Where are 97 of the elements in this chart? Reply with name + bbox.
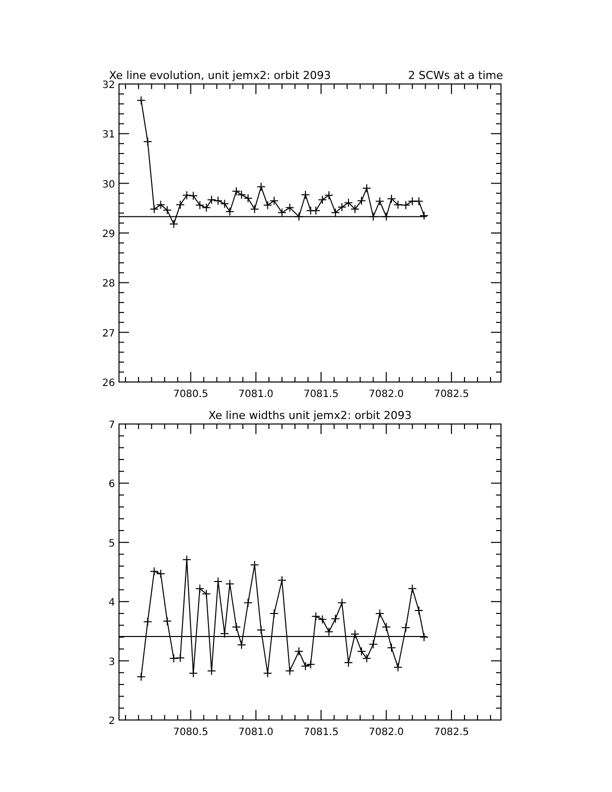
point bbox=[136, 96, 146, 105]
point bbox=[420, 211, 429, 220]
y-tick-label: 30 bbox=[102, 179, 115, 190]
point bbox=[401, 623, 410, 632]
point bbox=[357, 196, 366, 206]
point bbox=[414, 606, 424, 615]
point bbox=[220, 629, 230, 638]
point bbox=[311, 206, 320, 216]
point bbox=[408, 196, 417, 206]
point bbox=[270, 608, 279, 618]
point bbox=[350, 630, 360, 639]
point bbox=[169, 654, 178, 663]
point bbox=[277, 576, 286, 585]
point bbox=[277, 208, 286, 218]
chart-title: Xe line evolution, unit jemx2: orbit 2093 bbox=[109, 69, 331, 82]
point bbox=[263, 200, 272, 210]
y-tick-label: 27 bbox=[102, 328, 115, 340]
point bbox=[386, 643, 396, 652]
point bbox=[256, 182, 266, 192]
point bbox=[225, 207, 234, 216]
y-tick-label: 32 bbox=[102, 80, 115, 91]
point bbox=[324, 627, 334, 636]
x-tick-label: 7082.0 bbox=[368, 727, 404, 738]
y-tick-label: 28 bbox=[102, 278, 115, 290]
point bbox=[408, 584, 417, 594]
point bbox=[162, 616, 172, 626]
point bbox=[143, 137, 152, 146]
point bbox=[330, 208, 340, 218]
point bbox=[337, 598, 346, 608]
point bbox=[150, 566, 159, 576]
y-tick-label: 26 bbox=[102, 378, 115, 389]
point bbox=[306, 660, 316, 669]
point bbox=[250, 560, 260, 570]
point bbox=[394, 662, 403, 672]
point bbox=[382, 622, 391, 632]
y-tick-label: 5 bbox=[108, 538, 115, 550]
y-tick-label: 3 bbox=[108, 656, 115, 668]
point bbox=[207, 195, 216, 204]
point bbox=[244, 598, 253, 608]
x-tick-label: 7082.5 bbox=[434, 389, 469, 400]
y-tick-label: 2 bbox=[108, 716, 115, 727]
point bbox=[300, 190, 310, 200]
point bbox=[256, 626, 266, 635]
point bbox=[350, 204, 360, 214]
point bbox=[270, 196, 279, 206]
point bbox=[232, 622, 241, 632]
point bbox=[420, 632, 429, 642]
point bbox=[375, 196, 384, 206]
y-tick-label: 6 bbox=[108, 479, 115, 490]
point bbox=[386, 194, 396, 204]
point bbox=[156, 569, 166, 578]
point bbox=[368, 640, 378, 649]
x-tick-label: 7081.5 bbox=[304, 727, 339, 738]
x-tick-label: 7081.5 bbox=[304, 389, 339, 400]
point bbox=[344, 198, 353, 208]
y-tick-label: 29 bbox=[102, 229, 115, 240]
y-tick-label: 4 bbox=[108, 598, 115, 609]
point bbox=[237, 640, 246, 650]
point bbox=[362, 184, 372, 193]
point bbox=[285, 203, 294, 212]
point bbox=[176, 653, 185, 662]
point bbox=[394, 200, 403, 210]
y-tick-label: 31 bbox=[102, 130, 115, 141]
point bbox=[250, 204, 260, 214]
x-tick-label: 7081.0 bbox=[238, 389, 274, 400]
x-tick-label: 7080.5 bbox=[173, 389, 208, 400]
point bbox=[324, 190, 334, 200]
chart-title: Xe line widths unit jemx2: orbit 2093 bbox=[208, 409, 412, 422]
point bbox=[188, 668, 198, 678]
point bbox=[188, 191, 198, 200]
point bbox=[182, 190, 192, 200]
point bbox=[207, 666, 216, 676]
point bbox=[136, 672, 146, 682]
point bbox=[169, 220, 178, 229]
point bbox=[143, 617, 152, 626]
x-tick-label: 7080.5 bbox=[173, 727, 208, 738]
point bbox=[176, 200, 185, 210]
point bbox=[263, 668, 272, 678]
point bbox=[285, 666, 294, 676]
point bbox=[362, 654, 372, 663]
point bbox=[150, 204, 159, 214]
y-tick-label: 7 bbox=[108, 420, 115, 431]
point bbox=[318, 195, 327, 204]
point bbox=[330, 614, 340, 624]
point bbox=[294, 646, 304, 656]
point bbox=[337, 202, 346, 212]
x-tick-label: 7082.0 bbox=[368, 389, 404, 400]
point bbox=[357, 646, 366, 656]
point bbox=[401, 200, 410, 210]
point bbox=[344, 658, 353, 668]
point bbox=[375, 608, 384, 618]
point bbox=[182, 555, 192, 564]
chart-subtitle: 2 SCWs at a time bbox=[408, 69, 504, 82]
x-tick-label: 7082.5 bbox=[434, 727, 469, 738]
point bbox=[300, 662, 310, 671]
point bbox=[414, 196, 424, 206]
x-tick-label: 7081.0 bbox=[238, 727, 274, 738]
